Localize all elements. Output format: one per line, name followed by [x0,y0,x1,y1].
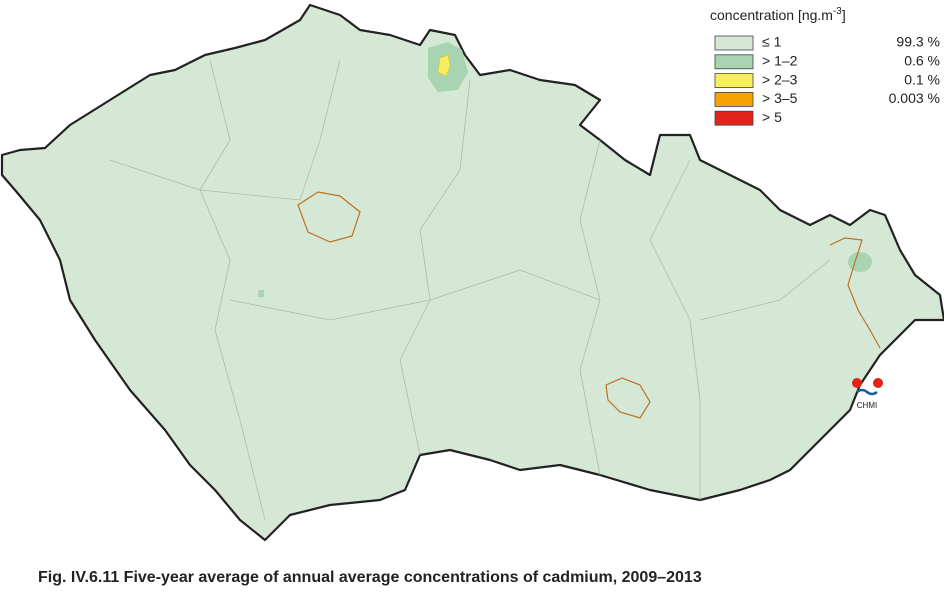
caption: Fig. IV.6.11 Five-year average of annual… [38,569,702,586]
hotspot-core [437,54,451,77]
legend-label: > 1–2 [762,53,798,69]
city-border [605,377,651,419]
legend-title: concentration [ng.m-3] [710,6,846,23]
legend-share: 0.003 % [889,90,940,106]
hotspot-area [258,290,264,297]
legend-share: 0.1 % [904,71,940,87]
legend-swatch [714,92,754,107]
legend-swatch [714,73,754,88]
city-border [297,191,361,243]
legend-label: > 2–3 [762,71,798,87]
region-borders [109,59,831,521]
legend: ≤ 1 99.3 % > 1–2 0.6 % > 2–3 0.1 % > 3–5 0.003 … [714,34,940,126]
legend-label: > 5 [762,109,782,125]
legend-label: ≤ 1 [762,34,782,50]
hotspot-area [848,252,872,272]
logo-text: CHMI [857,401,877,410]
legend-share: 0.6 % [904,53,940,69]
logo: CHMI [852,378,883,410]
country-outline [0,3,944,542]
legend-swatch [714,35,754,51]
legend-swatch [714,54,754,70]
legend-label: > 3–5 [762,90,798,106]
legend-swatch [714,110,754,126]
city-border [829,237,881,349]
legend-title-text: concentration [ng.m [710,7,833,23]
legend-title-superscript: -3 [833,6,842,17]
legend-title-suffix: ] [842,7,846,23]
legend-share: 99.3 % [896,34,940,50]
